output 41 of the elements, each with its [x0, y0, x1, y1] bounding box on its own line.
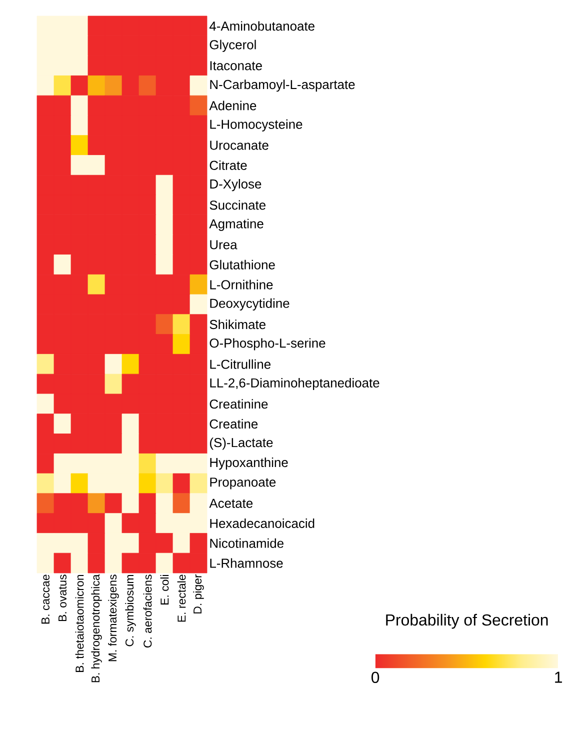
y-tick-label: O-Phospho-L-serine: [210, 338, 326, 350]
y-tick-label: Adenine: [209, 100, 256, 110]
y-tick-label: Acetate: [209, 498, 253, 508]
y-tick-label: Agmatine: [209, 218, 264, 231]
y-tick-label: Succinate: [210, 200, 266, 210]
y-tick-label: Itaconate: [210, 61, 262, 70]
y-tick-label: Shikimate: [210, 320, 266, 330]
y-tick-label: D-Xylose: [210, 179, 262, 192]
y-tick-label: L-Rhamnose: [210, 558, 283, 568]
y-tick-label: Creatine: [210, 419, 258, 429]
color-bar-label: 0: [372, 672, 380, 684]
x-tick-label: D. piger: [193, 574, 204, 614]
y-tick-label: Glutathione: [210, 260, 275, 270]
color-bar-label: 1: [555, 672, 562, 683]
y-tick-label: Citrate: [210, 160, 247, 170]
x-tick-label: C. symbiosum: [125, 574, 136, 646]
x-tick-label: E. rectale: [177, 574, 186, 622]
x-tick-label: B. caccae: [42, 574, 50, 624]
x-tick-label: B. ovatus: [58, 574, 66, 622]
y-tick-label: Propanoate: [210, 478, 276, 490]
y-tick-label: N-Carbamoyl-L-aspartate: [210, 80, 355, 92]
y-tick-label: Hexadecanoicacid: [210, 518, 314, 528]
y-tick-label: (S)-Lactate: [210, 438, 273, 450]
y-tick-label: Hypoxanthine: [210, 458, 288, 470]
y-tick-label: Deoxycytidine: [210, 298, 290, 310]
y-tick-label: Glycerol: [210, 40, 256, 52]
color-bar-title: Probability of Secretion: [386, 614, 548, 629]
y-tick-label: LL-2,6-Diaminoheptanedioate: [210, 378, 380, 390]
y-tick-label: L-Homocysteine: [210, 119, 302, 132]
x-tick-label: C. aerofaciens: [143, 574, 152, 648]
y-tick-label: Urocanate: [210, 140, 268, 150]
x-tick-label: B. hydrogenotrophica: [91, 574, 102, 682]
y-tick-label: 4-Aminobutanoate: [209, 21, 314, 31]
y-tick-label: Creatinine: [210, 399, 268, 409]
x-tick-label: M. formatexigens: [108, 574, 119, 662]
y-tick-label: L-Citrulline: [210, 359, 270, 369]
y-tick-label: L-Ornithine: [210, 280, 273, 290]
x-tick-label: B. thetaiotaomicron: [75, 574, 84, 672]
x-tick-label: E. coli: [160, 574, 169, 604]
y-tick-label: Urea: [210, 240, 238, 250]
y-tick-label: Nicotinamide: [210, 538, 284, 548]
